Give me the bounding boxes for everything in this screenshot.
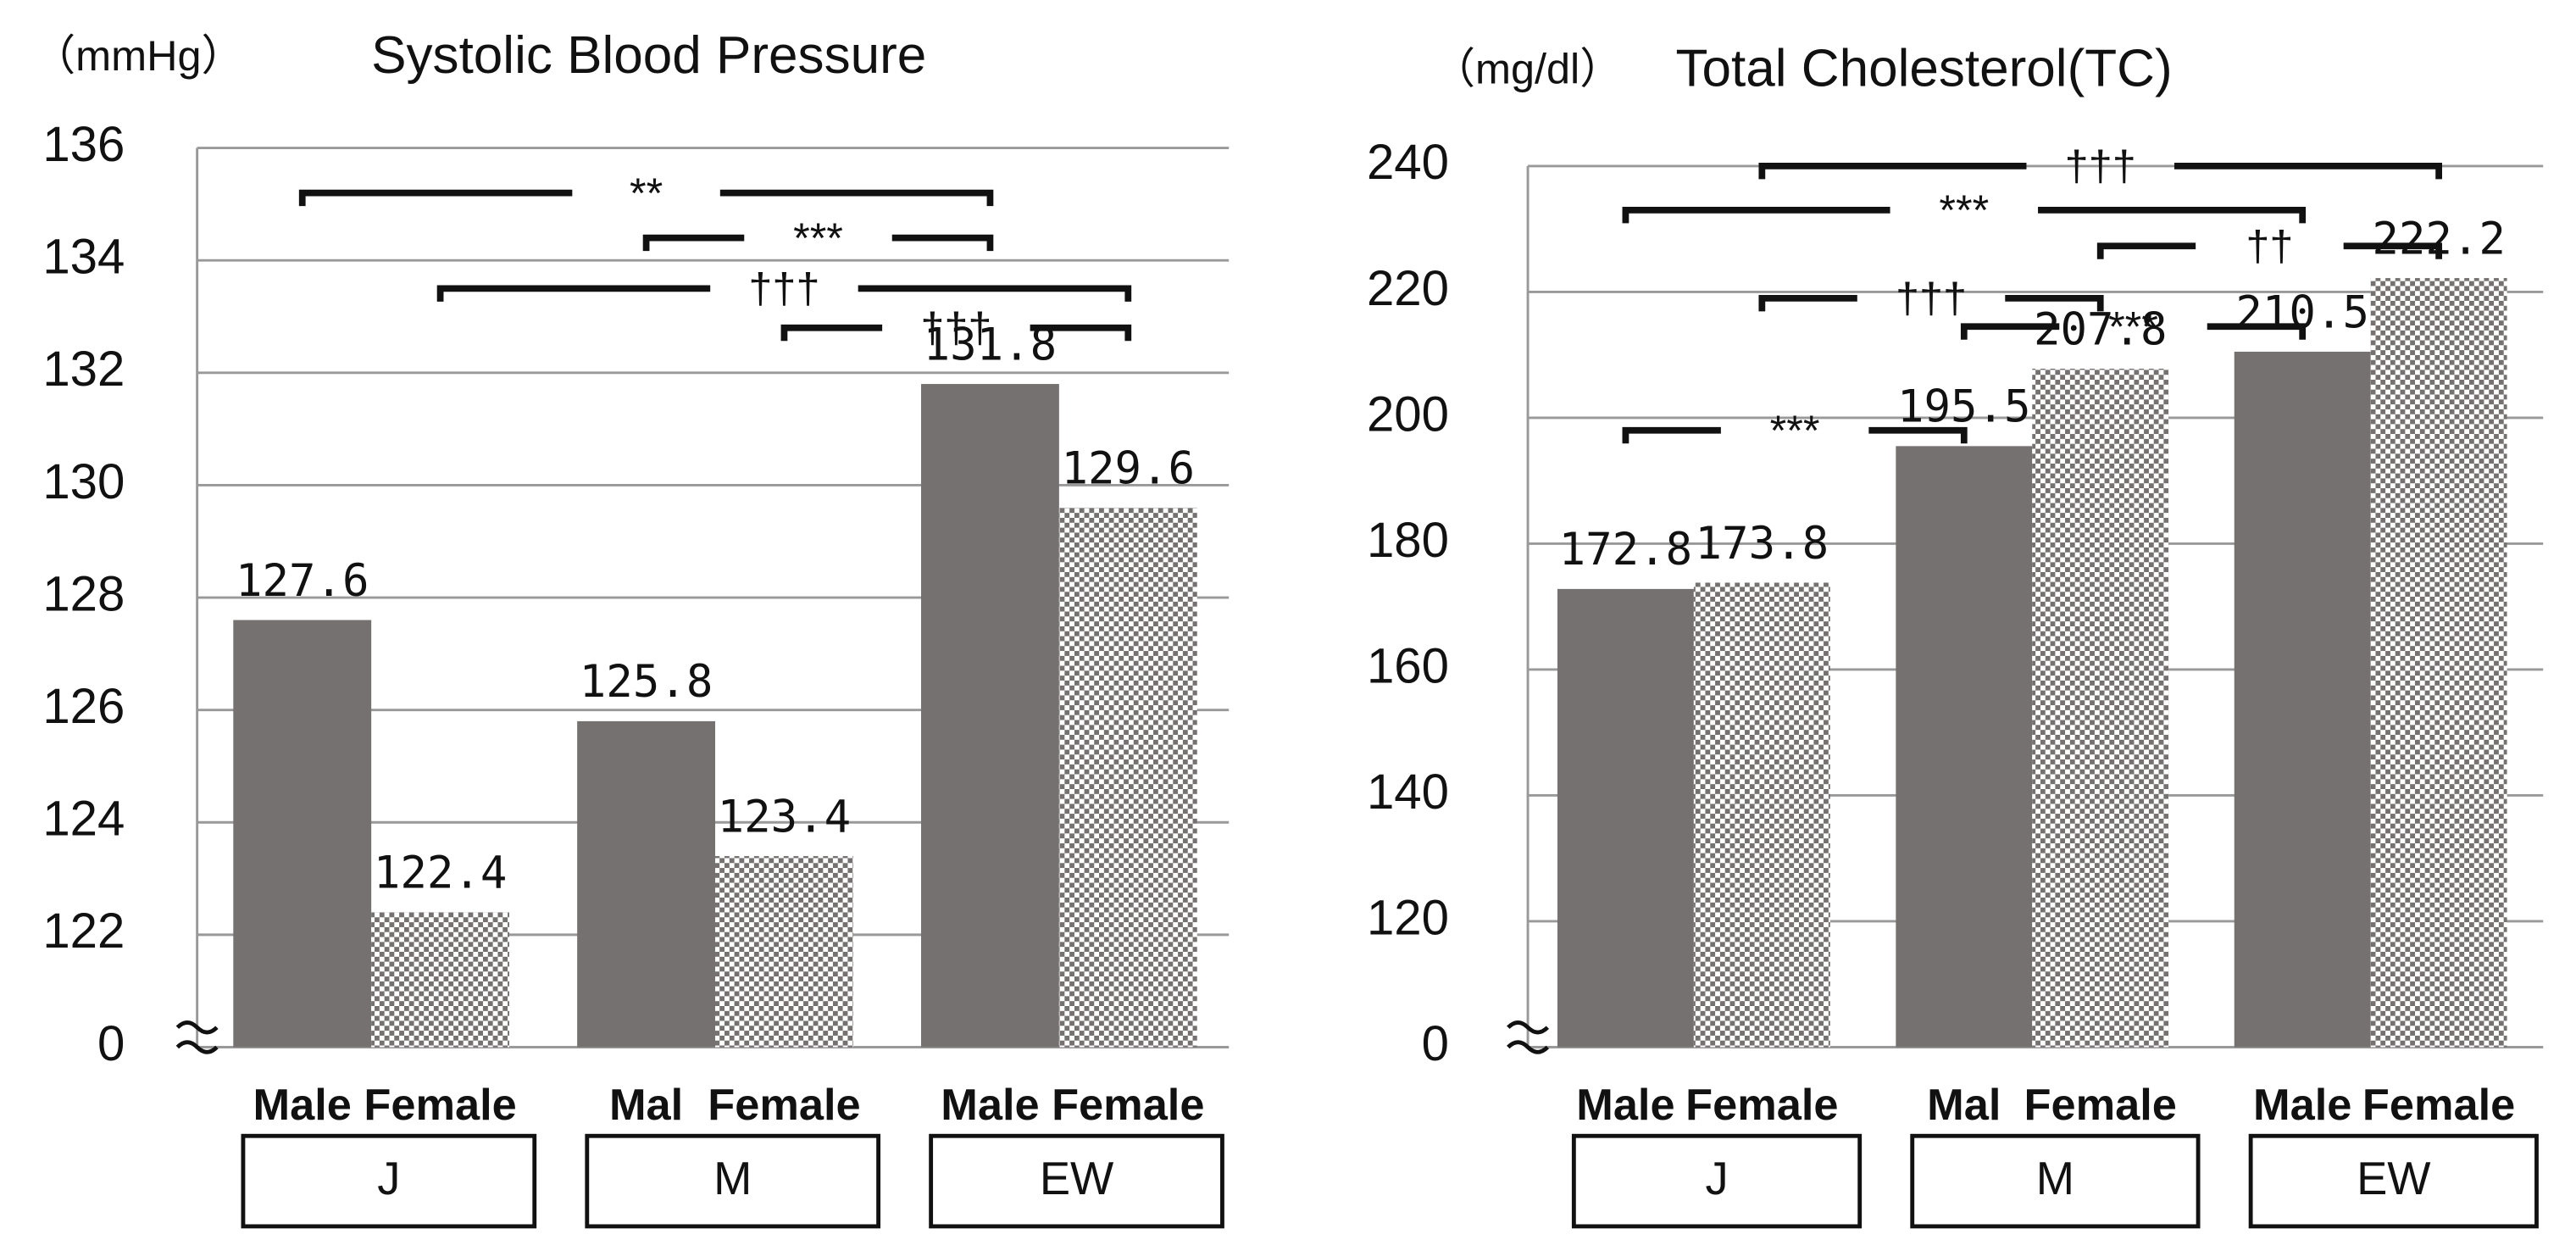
y-tick-label: 134 — [42, 230, 125, 285]
axis-break — [1507, 1020, 1550, 1054]
significance-label: ** — [630, 169, 663, 217]
significance-label: *** — [1770, 406, 1820, 454]
bar — [577, 720, 716, 1048]
x-tick-label: Male — [941, 1081, 1039, 1130]
bar — [1058, 507, 1197, 1048]
significance-bracket — [298, 189, 994, 207]
x-tick-label: Female — [708, 1081, 860, 1130]
significance-bracket — [2096, 242, 2442, 259]
bar — [2234, 351, 2371, 1048]
bar — [715, 856, 853, 1048]
bar — [1557, 588, 1694, 1048]
x-tick-label: Mal — [1927, 1081, 2001, 1130]
group-box — [1571, 1133, 1863, 1229]
x-tick-label: Male — [1576, 1081, 1674, 1130]
y-tick-label: 132 — [42, 342, 125, 397]
y-tick-label: 240 — [1367, 135, 1449, 190]
value-label: 123.4 — [718, 791, 852, 842]
bar — [2370, 278, 2507, 1048]
value-label: 127.6 — [236, 555, 369, 607]
y-tick-label: 126 — [42, 679, 125, 734]
x-tick-label: Female — [1052, 1081, 1204, 1130]
bar — [2032, 369, 2169, 1048]
value-label: 125.8 — [580, 656, 713, 708]
x-tick-label: Male — [2253, 1081, 2351, 1130]
significance-bracket — [1758, 294, 2104, 312]
bar — [233, 620, 372, 1048]
significance-label: ††† — [748, 264, 819, 313]
y-tick-label: 122 — [42, 904, 125, 959]
bar — [1693, 582, 1830, 1048]
axis-break — [175, 1020, 219, 1054]
value-label: 129.6 — [1062, 442, 1196, 494]
group-label: J — [377, 1153, 400, 1204]
x-tick-label: Male — [253, 1081, 352, 1130]
y-tick-label: 180 — [1367, 513, 1449, 568]
significance-bracket — [780, 324, 1132, 342]
x-tick-label: Female — [364, 1081, 516, 1130]
group-label: M — [2036, 1153, 2074, 1204]
chart-title: Total Cholesterol(TC) — [1676, 40, 2173, 98]
significance-bracket — [1758, 163, 2442, 180]
bar — [921, 384, 1059, 1048]
x-tick-label: Female — [1685, 1081, 1838, 1130]
unit-label: （mmHg） — [33, 31, 244, 80]
group-label: J — [1705, 1153, 1728, 1204]
y-tick-label: 120 — [1367, 890, 1449, 945]
x-tick-label: Mal — [609, 1081, 683, 1130]
significance-bracket — [1622, 206, 2307, 224]
group-box — [929, 1133, 1224, 1229]
y-tick-label: 128 — [42, 566, 125, 621]
group-box — [585, 1133, 881, 1229]
value-label: 195.5 — [1897, 381, 2031, 433]
y-tick-label: 130 — [42, 454, 125, 509]
group-box — [2248, 1133, 2539, 1229]
chart-title: Systolic Blood Pressure — [371, 26, 926, 85]
significance-label: *** — [2108, 302, 2158, 350]
significance-label: ††† — [1896, 274, 1967, 322]
bar — [371, 912, 510, 1048]
significance-bracket — [436, 285, 1132, 302]
y-tick-label: 140 — [1367, 764, 1449, 820]
x-tick-label: Female — [2362, 1081, 2515, 1130]
value-label: 173.8 — [1696, 518, 1829, 570]
significance-label: †† — [2246, 221, 2293, 270]
y-tick-label: 220 — [1367, 261, 1449, 316]
y-tick-label: 200 — [1367, 386, 1449, 442]
significance-bracket — [1622, 426, 1968, 444]
y-tick-label: 160 — [1367, 638, 1449, 693]
group-box — [241, 1133, 537, 1229]
significance-bracket — [1960, 323, 2307, 340]
unit-label: （mg/dl） — [1433, 45, 1623, 93]
value-label: 172.8 — [1559, 524, 1693, 575]
y-tick-label: 124 — [42, 792, 125, 847]
group-label: EW — [2357, 1153, 2431, 1204]
significance-bracket — [642, 234, 994, 252]
significance-label: ††† — [920, 303, 991, 352]
group-label: EW — [1040, 1153, 1114, 1204]
group-label: M — [713, 1153, 752, 1204]
significance-label: *** — [793, 214, 843, 262]
y-tick-label: 0 — [1422, 1016, 1449, 1071]
significance-label: *** — [1939, 186, 1989, 234]
group-box — [1910, 1133, 2201, 1229]
bar — [1896, 446, 2033, 1048]
value-label: 122.4 — [374, 848, 508, 899]
significance-label: ††† — [2065, 142, 2136, 190]
y-tick-label: 0 — [97, 1016, 125, 1071]
y-tick-label: 136 — [42, 117, 125, 172]
x-tick-label: Female — [2024, 1081, 2177, 1130]
